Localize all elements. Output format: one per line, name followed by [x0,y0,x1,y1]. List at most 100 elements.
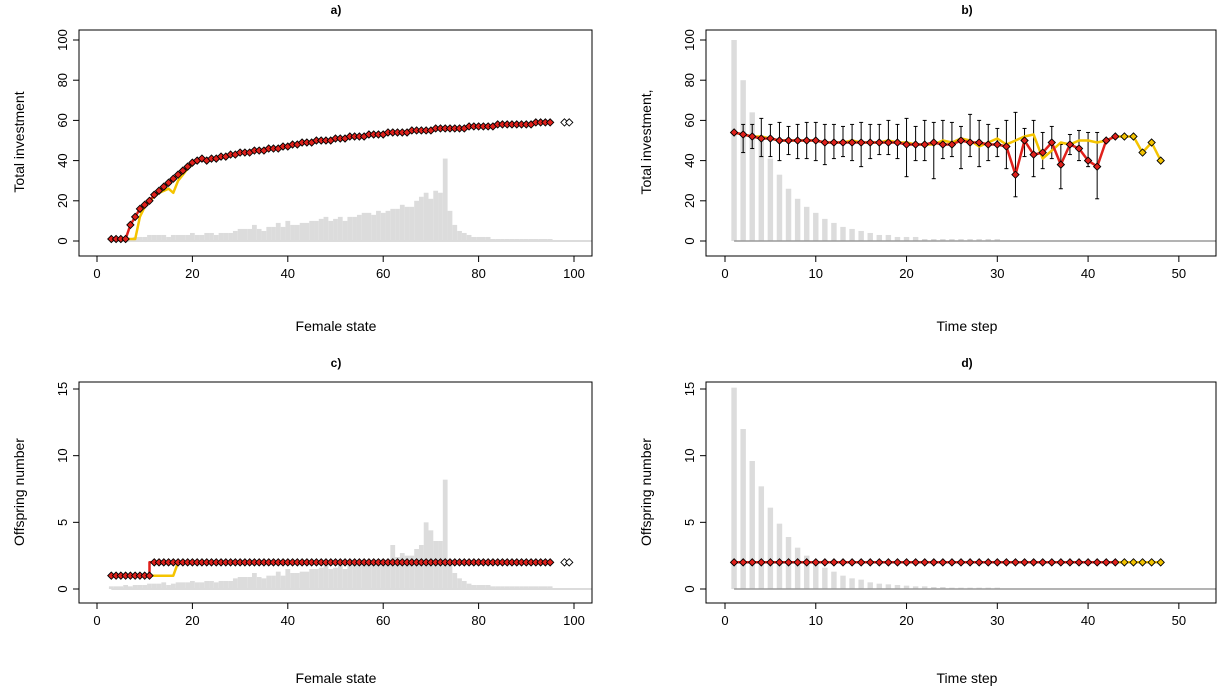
histogram-bar [318,567,324,589]
x-tick-label: 80 [471,613,485,628]
histogram-bar [813,562,819,589]
histogram-bar [237,228,243,241]
histogram-bar [228,232,233,241]
histogram-bar [803,206,810,241]
data-point [183,162,192,171]
histogram-bar [423,522,429,589]
histogram-bar [390,208,396,241]
plot-frame [78,381,593,604]
histogram-bar [256,228,262,241]
histogram-bar [985,238,991,241]
histogram-bar [409,206,415,241]
histogram-bar [399,553,405,589]
data-point [145,571,154,580]
histogram-bar [132,585,138,589]
histogram-bar [166,236,171,241]
histogram-bar [280,575,286,589]
histogram-bar [304,222,310,241]
y-tick-label: 0 [55,585,70,592]
histogram-bar [151,234,157,241]
histogram-bar [542,238,548,241]
histogram-bar [361,212,367,241]
data-point [875,138,884,147]
data-point [1111,558,1120,567]
histogram-bar [366,561,372,589]
histogram-bar [528,586,534,589]
data-point [775,136,784,145]
histogram-bar [452,224,458,241]
data-point [902,558,911,567]
histogram-bar [461,581,467,589]
histogram-bar [328,569,334,589]
histogram-bar [237,577,243,589]
histogram-bar [290,224,295,241]
histogram-bar [514,586,520,589]
data-point [775,558,784,567]
histogram-bar [849,228,855,241]
data-point [545,558,555,567]
histogram-bar [903,585,910,589]
data-point [947,558,957,567]
histogram-bar [371,562,377,589]
histogram-bar [242,228,248,241]
data-point [884,138,893,147]
histogram-bar [280,226,286,241]
histogram-bar [858,230,864,241]
histogram-bar [404,555,410,589]
data-point [729,558,739,567]
histogram-bar [538,238,543,241]
data-point [1156,558,1165,567]
histogram-bar [347,216,353,241]
data-point [829,138,839,147]
histogram-bar [294,573,300,589]
data-point [1020,136,1029,145]
histogram-bar [504,238,510,241]
data-point [564,558,574,567]
data-point [766,558,775,567]
histogram-bar [285,220,291,241]
histogram-bar [380,561,386,589]
data-point [811,136,821,145]
data-point [164,178,173,187]
histogram-bar [547,586,553,589]
histogram-bar [299,571,305,589]
histogram-bar [731,387,737,589]
data-point [829,558,839,567]
data-point [793,136,802,145]
histogram-bar [485,585,491,589]
data-point [865,558,875,567]
histogram-bar [480,236,486,241]
data-point [1092,162,1102,171]
data-point [1138,558,1147,567]
histogram-bar [333,218,338,241]
y-tick-label: 80 [55,73,70,87]
x-tick-label: 40 [281,613,295,628]
histogram-bar [428,198,434,241]
plot-frame [705,381,1217,604]
y-tick-label: 10 [55,448,70,462]
data-point [929,558,939,567]
histogram-bar [128,586,133,589]
data-point [820,558,830,567]
histogram-bar [247,228,253,241]
x-tick-label: 20 [185,266,199,281]
histogram-bar [123,585,129,589]
histogram-bar [342,220,348,241]
x-tick-label: 80 [471,266,485,281]
data-point [811,558,821,567]
histogram-bar [740,429,746,589]
histogram-bar [271,575,276,589]
data-point [178,166,188,175]
histogram-bar [452,573,458,589]
data-point [1083,156,1093,165]
histogram-bar [867,582,873,589]
histogram-bar [142,236,148,241]
histogram-bar [118,586,124,589]
histogram-bar [395,208,400,241]
data-point [911,558,920,567]
histogram-bar [352,216,357,241]
histogram-bar [519,238,524,241]
data-point [1029,558,1038,567]
histogram-bar [912,586,919,589]
histogram-bar [538,586,543,589]
